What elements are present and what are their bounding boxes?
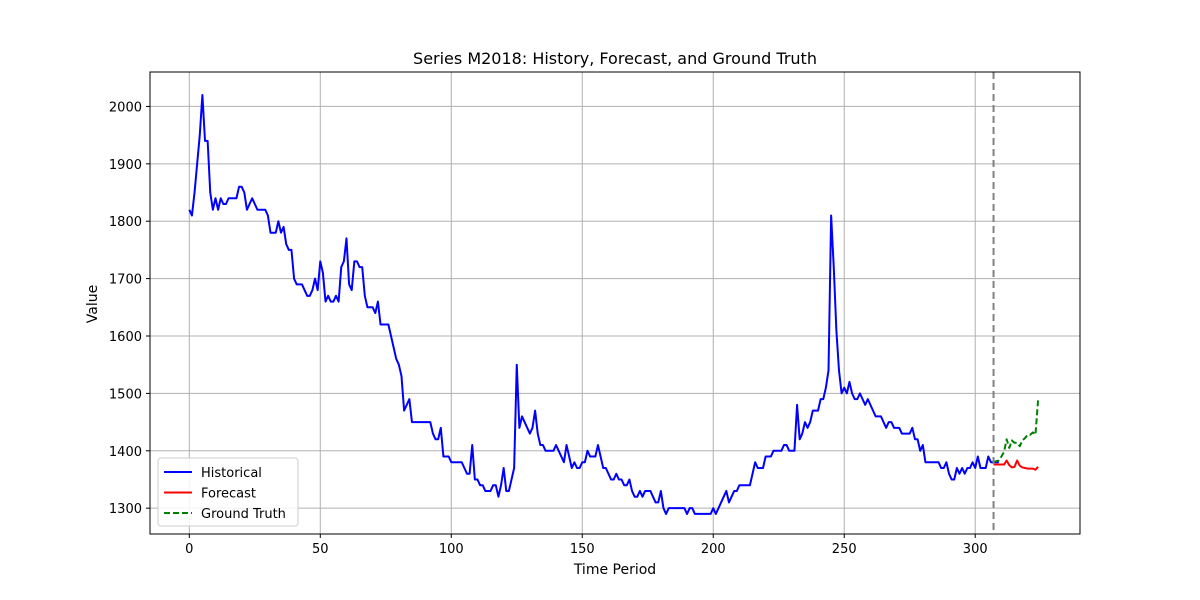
legend-label: Historical [201,466,262,481]
y-tick-label: 1600 [109,330,142,345]
legend: Historical Forecast Ground Truth [157,457,299,527]
x-tick-label: 250 [832,542,857,557]
y-tick-label: 1900 [109,158,142,173]
series-line-ground-truth [993,400,1040,464]
series-line-forecast [993,459,1039,471]
y-tick-label: 1800 [109,215,142,230]
y-tick-label: 1400 [109,445,142,460]
y-axis: 1300 1400 1500 1600 1700 1800 1900 2000 [109,100,150,517]
x-tick-label: 200 [701,542,726,557]
x-tick-label: 50 [312,542,329,557]
series-line-historical [188,93,999,515]
x-axis-label: Time Period [573,562,656,578]
y-axis-label: Value [85,285,101,323]
plot-frame [149,71,1081,535]
x-tick-label: 300 [963,542,988,557]
y-tick-label: 1700 [109,273,142,288]
chart-title: Series M2018: History, Forecast, and Gro… [413,49,817,68]
y-tick-label: 1500 [109,387,142,402]
x-axis: 0 50 100 150 200 250 300 [185,534,988,557]
legend-label: Forecast [201,487,256,502]
plot-series [188,72,1040,534]
x-tick-label: 100 [439,542,464,557]
y-tick-label: 1300 [109,502,142,517]
grid [150,72,1080,534]
legend-box [157,457,299,527]
x-tick-label: 0 [185,542,193,557]
x-tick-label: 150 [570,542,595,557]
y-tick-label: 2000 [109,100,142,115]
legend-label: Ground Truth [201,507,286,522]
